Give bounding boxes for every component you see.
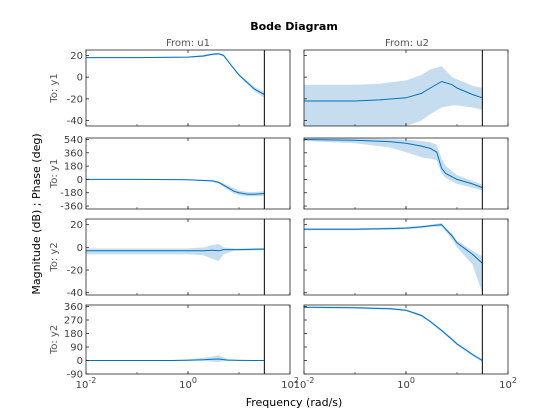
plot-area — [304, 50, 483, 126]
confidence-band — [304, 66, 483, 126]
row-label: To: y2 — [49, 325, 60, 355]
panel-r3c1: 10-2 100 102 — [294, 304, 517, 391]
y-tick-label: -20 — [67, 266, 83, 277]
panel-background — [86, 50, 290, 126]
y-tick-label: 180 — [64, 329, 83, 340]
response-line — [86, 248, 265, 252]
response-line — [304, 80, 483, 102]
response-line — [304, 306, 483, 361]
plot-area — [86, 305, 265, 374]
panel-r2c1 — [303, 218, 509, 296]
panel-background — [86, 138, 290, 209]
panel-background — [86, 305, 290, 374]
column-title-u2: From: u2 — [385, 38, 429, 49]
panel-r0c1 — [303, 49, 509, 127]
plot-area — [86, 50, 265, 126]
confidence-band — [304, 138, 483, 191]
panel-background — [304, 305, 508, 374]
y-tick-label: 0 — [77, 243, 83, 254]
figure-title: Bode Diagram — [250, 20, 338, 33]
y-tick-label: 180 — [64, 162, 83, 173]
y-tick-label: 0 — [77, 73, 83, 84]
plot-area — [86, 138, 265, 209]
confidence-band — [86, 244, 265, 261]
plot-area — [304, 138, 483, 209]
row-label: To: y2 — [49, 242, 60, 272]
y-tick-label: 90 — [70, 343, 83, 354]
y-tick-label: 540 — [64, 135, 83, 146]
y-tick-label: -180 — [60, 188, 83, 199]
y-tick-label: 20 — [70, 220, 83, 231]
panel-r2c0: 20 0 -20 -40 To: y2 — [49, 218, 291, 299]
y-tick-label: 0 — [77, 356, 83, 367]
y-tick-label: -20 — [67, 94, 83, 105]
y-tick-label: 20 — [70, 51, 83, 62]
y-tick-label: -360 — [60, 202, 83, 213]
plot-area — [304, 305, 483, 374]
x-tick-label: 100 — [179, 376, 197, 391]
y-tick-label: 360 — [64, 302, 83, 313]
plot-area — [86, 219, 265, 295]
x-axis-label: Frequency (rad/s) — [246, 396, 343, 409]
x-tick-label: 102 — [499, 376, 517, 391]
column-title-u1: From: u1 — [166, 38, 210, 49]
panel-r1c1 — [303, 137, 509, 210]
y-tick-label: 360 — [64, 148, 83, 159]
plot-area — [304, 219, 483, 295]
x-tick-label: 100 — [397, 376, 415, 391]
y-tick-label: -40 — [67, 116, 83, 127]
confidence-band — [304, 223, 483, 293]
response-line — [86, 358, 265, 361]
response-line — [304, 224, 483, 264]
panel-background — [86, 219, 290, 295]
panel-r1c0: 540 360 180 0 -180 -360 To: y1 — [49, 135, 291, 213]
y-tick-label: 0 — [77, 175, 83, 186]
y-axis-label: Magnitude (dB) ; Phase (deg) — [30, 133, 43, 294]
row-label: To: y1 — [49, 73, 60, 103]
y-tick-label: -40 — [67, 288, 83, 299]
y-tick-label: -90 — [67, 370, 83, 381]
response-line — [86, 178, 265, 195]
response-line — [304, 139, 483, 189]
response-line — [86, 53, 265, 95]
panel-r0c0: 20 0 -20 -40 To: y1 — [49, 49, 291, 127]
row-label: To: y1 — [49, 159, 60, 189]
y-tick-label: 270 — [64, 316, 83, 327]
